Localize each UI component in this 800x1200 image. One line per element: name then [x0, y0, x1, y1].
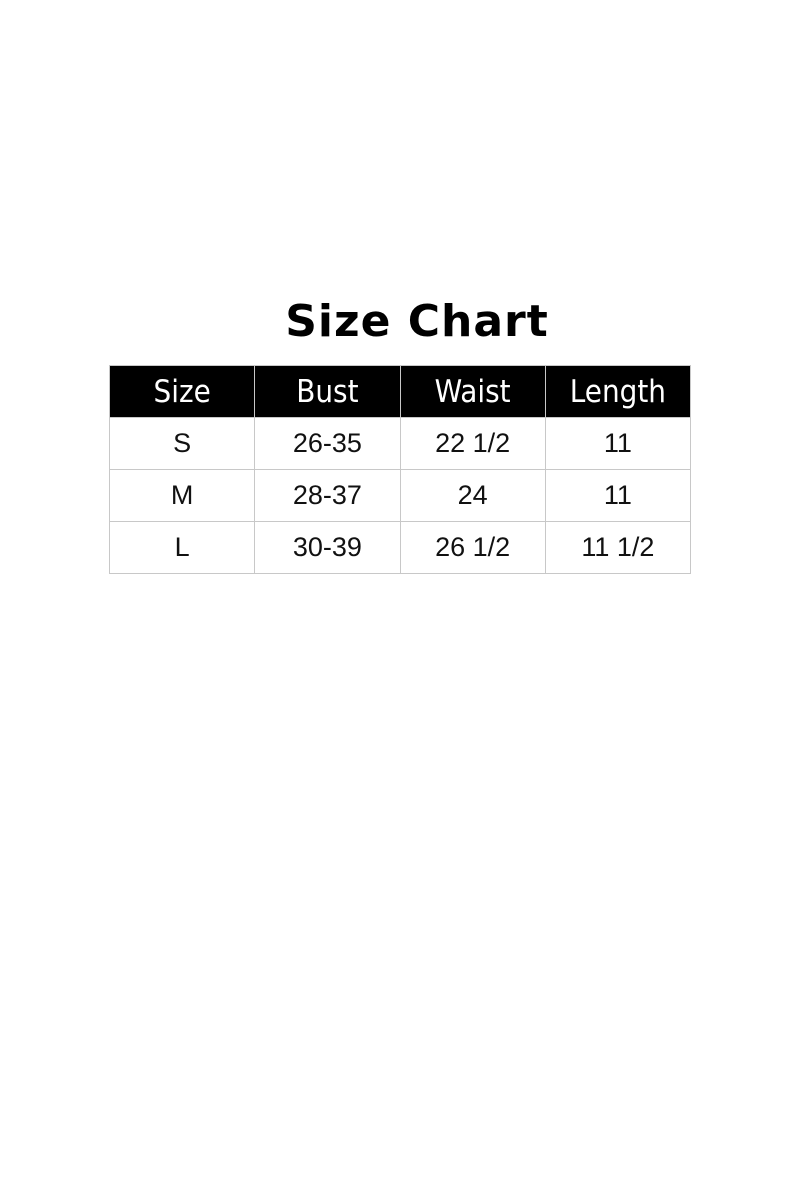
- table-row: L 30-39 26 1/2 11 1/2: [108, 521, 692, 574]
- cell-bust: 26-35: [254, 417, 401, 470]
- size-chart-table: Size Bust Waist Length S 26-35 22 1/2 11…: [108, 365, 692, 574]
- header-row: Size Bust Waist Length: [108, 365, 692, 418]
- cell-length: 11 1/2: [544, 521, 692, 574]
- cell-length: 11: [544, 469, 692, 522]
- cell-size: S: [108, 417, 256, 470]
- header-waist: Waist: [399, 365, 546, 418]
- cell-waist: 24: [399, 469, 546, 522]
- header-bust: Bust: [254, 365, 401, 418]
- table-row: S 26-35 22 1/2 11: [108, 417, 692, 470]
- cell-waist: 22 1/2: [399, 417, 546, 470]
- cell-size: M: [108, 469, 256, 522]
- header-size: Size: [108, 365, 256, 418]
- table-row: M 28-37 24 11: [108, 469, 692, 522]
- cell-size: L: [108, 521, 256, 574]
- cell-length: 11: [544, 417, 692, 470]
- cell-waist: 26 1/2: [399, 521, 546, 574]
- page-title: Size Chart: [285, 296, 549, 347]
- cell-bust: 28-37: [254, 469, 401, 522]
- header-length: Length: [544, 365, 692, 418]
- cell-bust: 30-39: [254, 521, 401, 574]
